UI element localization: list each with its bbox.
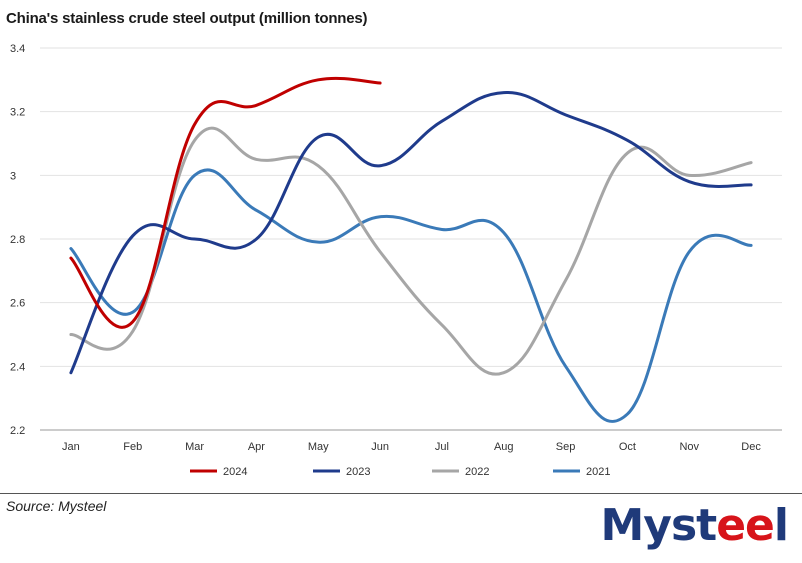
x-tick-label: May: [308, 441, 329, 453]
x-tick-label: Mar: [185, 441, 204, 453]
logo-text-accent: ee: [716, 500, 775, 551]
x-tick-label: Jun: [371, 441, 389, 453]
x-tick-label: Aug: [494, 441, 514, 453]
y-tick-label: 2.2: [10, 425, 25, 437]
legend-label-2022: 2022: [465, 466, 489, 478]
series-line-2022: [69, 126, 753, 376]
legend-label-2023: 2023: [346, 466, 370, 478]
x-tick-label: Jul: [435, 441, 449, 453]
line-chart: 2.2 2.4 2.6 2.8 3 3.2 3.4 Jan Feb Mar Apr May Jun Ju…: [10, 43, 782, 478]
x-tick-label: Sep: [556, 441, 576, 453]
x-tick-label: Jan: [62, 441, 80, 453]
y-tick-label: 3: [10, 170, 16, 182]
footer-divider: [0, 493, 802, 494]
x-tick-label: Oct: [619, 441, 636, 453]
logo-text-1: Myst: [600, 500, 718, 551]
y-axis-ticks: 2.2 2.4 2.6 2.8 3 3.2 3.4: [10, 43, 25, 437]
x-tick-label: Dec: [741, 441, 761, 453]
x-axis-ticks: Jan Feb Mar Apr May Jun Jul Aug Sep Oct Nov Dec: [62, 441, 761, 453]
legend: 2024 2023 2022 2021: [190, 466, 610, 478]
x-tick-label: Feb: [123, 441, 142, 453]
series-line-2024: [69, 76, 382, 329]
y-tick-label: 2.6: [10, 298, 25, 310]
y-tick-label: 2.8: [10, 234, 25, 246]
x-tick-label: Nov: [679, 441, 699, 453]
mysteel-logo: Mysteel: [600, 500, 789, 551]
gridlines: [40, 47, 782, 431]
source-note: Source: Mysteel: [6, 498, 107, 514]
series-lines: [69, 76, 753, 423]
logo-text-2: l: [773, 500, 789, 551]
series-line-2023: [69, 91, 753, 375]
chart-title: China's stainless crude steel output (mi…: [6, 10, 368, 27]
y-tick-label: 3.4: [10, 43, 25, 55]
x-tick-label: Apr: [248, 441, 265, 453]
series-line-2021: [69, 168, 753, 423]
legend-label-2024: 2024: [223, 466, 247, 478]
y-tick-label: 2.4: [10, 361, 25, 373]
y-tick-label: 3.2: [10, 107, 25, 119]
legend-label-2021: 2021: [586, 466, 610, 478]
